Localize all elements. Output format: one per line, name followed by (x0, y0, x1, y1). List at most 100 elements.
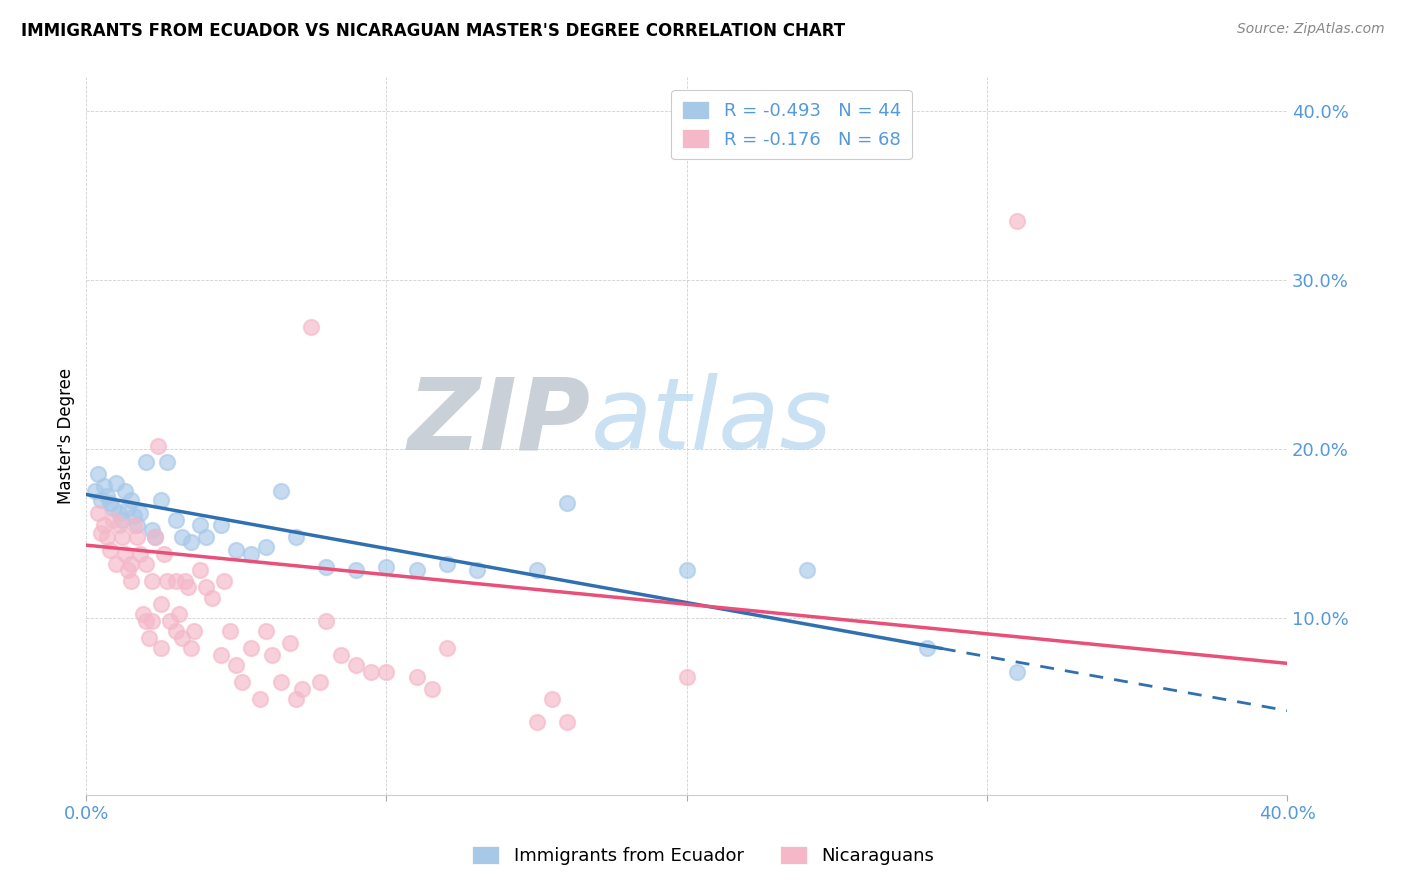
Text: Source: ZipAtlas.com: Source: ZipAtlas.com (1237, 22, 1385, 37)
Point (148, 438, 170, 452)
Point (195, 580, 218, 594)
Point (150, 641, 173, 656)
Point (180, 641, 202, 656)
Point (98, 496, 121, 510)
Point (225, 658, 247, 673)
Point (219, 624, 242, 639)
Point (124, 509, 146, 524)
Point (301, 320, 323, 334)
Point (143, 530, 166, 544)
Point (138, 631, 160, 645)
Point (120, 492, 142, 507)
Point (108, 517, 131, 532)
Point (114, 484, 136, 499)
Point (120, 557, 142, 571)
Point (93, 479, 115, 493)
Point (285, 530, 308, 544)
Point (309, 674, 332, 689)
Point (280, 636, 302, 650)
Point (465, 564, 488, 578)
Text: ZIP: ZIP (408, 374, 591, 470)
Point (346, 658, 368, 673)
Point (159, 614, 181, 628)
Point (195, 530, 218, 544)
Point (540, 691, 562, 706)
Point (96, 489, 118, 503)
Point (291, 681, 314, 696)
Point (156, 574, 179, 588)
Y-axis label: Master's Degree: Master's Degree (58, 368, 75, 504)
Point (153, 547, 176, 561)
Point (214, 574, 236, 588)
Point (225, 543, 247, 558)
Point (150, 597, 173, 611)
Point (1005, 665, 1028, 679)
Point (231, 674, 253, 689)
Point (675, 670, 697, 684)
Point (405, 564, 427, 578)
Point (150, 492, 173, 507)
Point (127, 517, 149, 532)
Point (108, 506, 131, 520)
Point (103, 501, 125, 516)
Point (526, 715, 548, 730)
Point (132, 607, 155, 622)
Point (240, 547, 263, 561)
Point (129, 506, 152, 520)
Point (346, 564, 368, 578)
Point (87, 467, 110, 482)
Point (254, 540, 277, 554)
Point (375, 560, 398, 574)
Point (129, 547, 152, 561)
Point (135, 455, 157, 469)
Point (103, 513, 125, 527)
Point (135, 557, 157, 571)
Point (90, 492, 112, 507)
Point (156, 455, 179, 469)
Point (526, 564, 548, 578)
Point (172, 631, 194, 645)
Point (1005, 214, 1028, 228)
Point (254, 624, 277, 639)
Point (169, 607, 191, 622)
Point (117, 501, 139, 516)
Point (117, 564, 139, 578)
Point (165, 624, 187, 639)
Point (405, 670, 427, 684)
Point (240, 641, 263, 656)
Point (111, 513, 134, 527)
Point (165, 513, 187, 527)
Point (174, 574, 197, 588)
Point (190, 564, 212, 578)
Point (172, 530, 194, 544)
Point (360, 665, 382, 679)
Point (201, 591, 224, 605)
Point (555, 715, 578, 730)
Point (124, 517, 146, 532)
Point (111, 530, 134, 544)
Point (98, 543, 121, 558)
Point (915, 641, 938, 656)
Point (436, 557, 458, 571)
Point (90, 526, 112, 541)
Point (183, 624, 205, 639)
Point (555, 496, 578, 510)
Point (315, 560, 337, 574)
Point (270, 484, 292, 499)
Point (141, 614, 163, 628)
Point (190, 517, 212, 532)
Point (262, 648, 284, 662)
Point (249, 691, 271, 706)
Point (375, 665, 398, 679)
Point (330, 648, 353, 662)
Point (114, 547, 136, 561)
Point (84, 484, 107, 499)
Point (315, 614, 337, 628)
Point (96, 530, 118, 544)
Point (127, 530, 149, 544)
Point (105, 475, 128, 490)
Text: IMMIGRANTS FROM ECUADOR VS NICARAGUAN MASTER'S DEGREE CORRELATION CHART: IMMIGRANTS FROM ECUADOR VS NICARAGUAN MA… (21, 22, 845, 40)
Point (141, 523, 163, 537)
Point (796, 564, 818, 578)
Point (141, 574, 163, 588)
